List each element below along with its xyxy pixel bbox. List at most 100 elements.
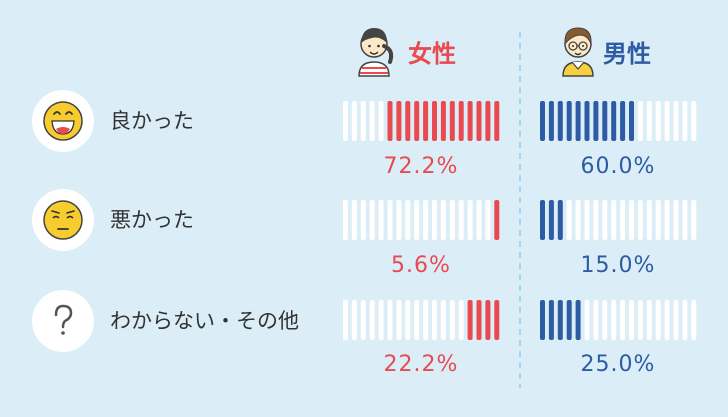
bar-segment-male-good (655, 101, 661, 141)
bar-segment-male-good (548, 101, 554, 141)
category-label-unknown: わからない・その他 (110, 309, 299, 333)
bar-segment-female-good (476, 101, 482, 141)
bar-segment-female-good (440, 101, 446, 141)
bar-segment-female-good (360, 101, 366, 141)
bar-segment-female-good (432, 101, 437, 141)
bar-segment-male-good (584, 101, 590, 141)
bar-segment-female-bad (476, 200, 482, 240)
bar-segment-female-bad (432, 200, 437, 240)
bar-segment-female-unknown (458, 300, 464, 340)
bar-segment-female-unknown (485, 300, 491, 340)
bar-segment-female-good (387, 101, 393, 141)
bar-segment-male-good (540, 101, 545, 141)
data-label-female-bad: 5.6% (391, 253, 451, 278)
female-bars (343, 101, 500, 340)
worried-emoji-icon (32, 189, 94, 251)
bar-segment-female-good (485, 101, 491, 141)
bar-segment-male-good (691, 101, 697, 141)
bar-segment-male-unknown (673, 300, 679, 340)
bar-segment-male-bad (575, 200, 581, 240)
girl-avatar-icon (358, 28, 394, 77)
bar-segment-female-bad (440, 200, 446, 240)
bar-segment-female-good (467, 101, 473, 141)
bar-segment-female-bad (414, 200, 420, 240)
bar-segment-male-good (575, 101, 581, 141)
bar-segment-female-good (494, 101, 500, 141)
data-label-male-unknown: 25.0% (581, 352, 656, 377)
data-label-male-bad: 15.0% (581, 253, 656, 278)
bar-segment-female-unknown (467, 300, 473, 340)
bar-segment-female-bad (458, 200, 464, 240)
bar-segment-female-unknown (494, 300, 500, 340)
bar-segment-male-bad (540, 200, 545, 240)
bar-segment-male-good (664, 101, 670, 141)
data-label-female-unknown: 22.2% (384, 352, 459, 377)
bar-segment-female-bad (423, 200, 429, 240)
bar-segment-male-good (611, 101, 617, 141)
bar-segment-male-bad (655, 200, 661, 240)
bar-segment-female-good (343, 101, 348, 141)
bar-segment-male-bad (646, 200, 652, 240)
bar-segment-female-unknown (440, 300, 446, 340)
data-label-female-good: 72.2% (384, 154, 459, 179)
bar-segment-male-unknown (691, 300, 697, 340)
male-bars (540, 101, 697, 340)
bar-segment-male-bad (611, 200, 617, 240)
bar-segment-male-bad (584, 200, 590, 240)
bar-segment-female-unknown (423, 300, 429, 340)
bar-segment-male-unknown (629, 300, 634, 340)
bar-segment-male-good (637, 101, 643, 141)
bar-segment-female-unknown (387, 300, 393, 340)
bar-segment-male-good (620, 101, 626, 141)
bar-segment-male-bad (664, 200, 670, 240)
bar-segment-female-unknown (449, 300, 455, 340)
bar-segment-male-unknown (575, 300, 581, 340)
bar-segment-male-bad (620, 200, 626, 240)
bar-segment-female-unknown (369, 300, 375, 340)
category-label-good: 良かった (110, 109, 194, 133)
bar-segment-male-good (566, 101, 572, 141)
bar-segment-male-bad (629, 200, 634, 240)
bar-segment-female-bad (485, 200, 491, 240)
bar-segment-male-bad (593, 200, 599, 240)
bar-segment-male-good (629, 101, 634, 141)
bar-segment-female-bad (351, 200, 357, 240)
bar-segment-male-unknown (602, 300, 608, 340)
bar-segment-male-bad (682, 200, 688, 240)
bar-segment-male-unknown (593, 300, 599, 340)
bar-segment-male-unknown (540, 300, 545, 340)
legend-label-male: 男性 (603, 40, 651, 68)
boy-with-glasses-avatar-icon (562, 27, 594, 77)
bar-segment-male-bad (557, 200, 563, 240)
bar-segment-male-unknown (557, 300, 563, 340)
bar-segment-female-unknown (476, 300, 482, 340)
bar-segment-female-unknown (351, 300, 357, 340)
bar-segment-female-good (378, 101, 384, 141)
bar-segment-male-good (646, 101, 652, 141)
bar-segment-male-unknown (611, 300, 617, 340)
bar-segment-male-unknown (637, 300, 643, 340)
bar-segment-male-good (602, 101, 608, 141)
bar-segment-female-good (405, 101, 411, 141)
bar-segment-female-good (369, 101, 375, 141)
bar-segment-female-good (414, 101, 420, 141)
bar-segment-female-bad (378, 200, 384, 240)
bar-segment-male-good (682, 101, 688, 141)
bar-segment-male-unknown (548, 300, 554, 340)
bar-segment-female-unknown (432, 300, 437, 340)
bar-segment-male-unknown (584, 300, 590, 340)
question-mark-icon (32, 290, 94, 352)
bar-segment-male-bad (566, 200, 572, 240)
bar-segment-male-bad (602, 200, 608, 240)
bar-segment-female-unknown (405, 300, 411, 340)
bar-segment-female-unknown (343, 300, 348, 340)
bar-segment-male-bad (548, 200, 554, 240)
bar-segment-female-good (423, 101, 429, 141)
bar-segment-female-bad (494, 200, 500, 240)
bar-segment-male-good (673, 101, 679, 141)
bar-segment-female-unknown (378, 300, 384, 340)
bar-segment-male-bad (691, 200, 697, 240)
bar-segment-female-unknown (396, 300, 402, 340)
bar-segment-female-good (449, 101, 455, 141)
